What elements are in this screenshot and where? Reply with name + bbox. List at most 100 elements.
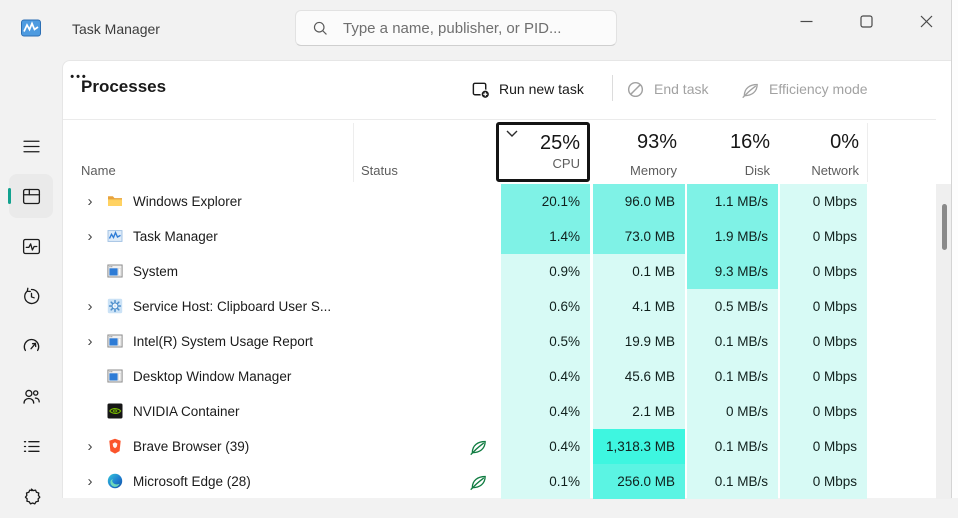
- services-icon: [24, 487, 40, 505]
- process-icon: [107, 438, 123, 454]
- memory-cell: 96.0 MB: [593, 184, 685, 219]
- sidebar-item-users[interactable]: [9, 374, 53, 418]
- sidebar-item-startup-apps[interactable]: [9, 324, 53, 368]
- scrollbar-thumb[interactable]: [942, 204, 947, 250]
- column-header-cpu[interactable]: 25% CPU: [496, 122, 590, 182]
- table-top-border: [63, 119, 936, 120]
- maximize-button[interactable]: [843, 4, 889, 38]
- table-row[interactable]: › Microsoft Edge (28) 0.1% 256.0 MB 0.1 …: [63, 464, 936, 499]
- process-name: NVIDIA Container: [133, 404, 240, 419]
- memory-cell: 1,318.3 MB: [593, 429, 685, 464]
- scrollbar-track[interactable]: [936, 184, 952, 499]
- sidebar: [0, 60, 62, 505]
- end-task-icon: [627, 81, 644, 97]
- cpu-total-value: 25%: [539, 132, 580, 154]
- run-new-task-button[interactable]: Run new task: [471, 75, 584, 103]
- disk-cell: 0.1 MB/s: [687, 429, 778, 464]
- expand-chevron-icon[interactable]: ›: [87, 333, 93, 350]
- disk-cell: 0.1 MB/s: [687, 324, 778, 359]
- network-cell: 0 Mbps: [780, 429, 867, 464]
- expand-chevron-icon[interactable]: ›: [87, 438, 93, 455]
- users-icon: [22, 389, 40, 404]
- titlebar: Task Manager: [0, 0, 958, 60]
- search-icon: [313, 21, 327, 35]
- toolbar-divider: [612, 75, 613, 101]
- table-row[interactable]: › Windows Explorer 20.1% 96.0 MB 1.1 MB/…: [63, 184, 936, 219]
- sort-ascending-chevron-icon: [506, 130, 518, 137]
- process-name: Intel(R) System Usage Report: [133, 334, 314, 349]
- table-row[interactable]: › NVIDIA Container 0.4% 2.1 MB 0 MB/s 0 …: [63, 394, 936, 429]
- table-row[interactable]: › Brave Browser (39) 0.4% 1,318.3 MB 0.1…: [63, 429, 936, 464]
- sidebar-hamburger-menu[interactable]: [9, 124, 53, 168]
- column-header-name[interactable]: Name: [81, 163, 116, 178]
- disk-cell: 0 MB/s: [687, 394, 778, 429]
- cpu-cell: 0.4%: [501, 394, 590, 429]
- disk-cell: 0.1 MB/s: [687, 464, 778, 499]
- efficiency-mode-icon: [742, 83, 758, 98]
- search-input[interactable]: [341, 18, 608, 38]
- column-header-memory[interactable]: 93% Memory: [593, 129, 685, 181]
- run-new-task-icon: [472, 82, 490, 99]
- process-icon: [107, 193, 123, 209]
- network-cell: 0 Mbps: [780, 289, 867, 324]
- expand-chevron-icon[interactable]: ›: [87, 473, 93, 490]
- column-header-disk[interactable]: 16% Disk: [687, 129, 778, 181]
- disk-cell: 1.1 MB/s: [687, 184, 778, 219]
- cpu-label: CPU: [552, 156, 580, 171]
- process-icon: [107, 263, 123, 279]
- column-header-status[interactable]: Status: [361, 163, 398, 178]
- end-task-label: End task: [654, 81, 709, 97]
- cpu-cell: 0.4%: [501, 359, 590, 394]
- expand-chevron-icon[interactable]: ›: [87, 298, 93, 315]
- search-box[interactable]: [295, 10, 617, 46]
- startup-apps-icon: [23, 338, 39, 351]
- column-divider: [867, 123, 868, 182]
- table-row[interactable]: › Task Manager 1.4% 73.0 MB 1.9 MB/s 0 M…: [63, 219, 936, 254]
- column-header-network[interactable]: 0% Network: [780, 129, 867, 181]
- window-border: [951, 0, 952, 498]
- process-name: Task Manager: [133, 229, 218, 244]
- performance-icon: [22, 238, 40, 254]
- disk-cell: 1.9 MB/s: [687, 219, 778, 254]
- sidebar-item-app-history[interactable]: [9, 274, 53, 318]
- efficiency-leaf-icon: [469, 472, 488, 491]
- minimize-button[interactable]: [783, 4, 829, 38]
- process-icon: [107, 228, 123, 244]
- close-button[interactable]: [903, 4, 949, 38]
- expand-chevron-icon[interactable]: ›: [87, 228, 93, 245]
- cpu-cell: 1.4%: [501, 219, 590, 254]
- memory-cell: 0.1 MB: [593, 254, 685, 289]
- network-cell: 0 Mbps: [780, 394, 867, 429]
- table-row[interactable]: › Intel(R) System Usage Report 0.5% 19.9…: [63, 324, 936, 359]
- window-edge: [952, 0, 958, 498]
- process-name: Microsoft Edge (28): [133, 474, 251, 489]
- end-task-button: End task: [626, 75, 708, 103]
- sidebar-item-processes[interactable]: [8, 174, 53, 218]
- process-icon: [107, 368, 123, 384]
- efficiency-mode-button: Efficiency mode: [741, 75, 868, 103]
- network-cell: 0 Mbps: [780, 359, 867, 394]
- sidebar-item-performance[interactable]: [9, 224, 53, 268]
- cpu-cell: 20.1%: [501, 184, 590, 219]
- process-icon: [107, 473, 123, 489]
- selected-indicator: [8, 188, 11, 204]
- more-options-button[interactable]: •••: [70, 71, 88, 83]
- details-icon: [23, 440, 40, 452]
- cpu-cell: 0.9%: [501, 254, 590, 289]
- run-new-task-label: Run new task: [499, 81, 584, 97]
- process-name: Brave Browser (39): [133, 439, 250, 454]
- network-cell: 0 Mbps: [780, 184, 867, 219]
- process-name: Desktop Window Manager: [133, 369, 292, 384]
- sidebar-item-services[interactable]: [9, 474, 53, 518]
- expand-chevron-icon[interactable]: ›: [87, 193, 93, 210]
- process-table-body: › Windows Explorer 20.1% 96.0 MB 1.1 MB/…: [63, 184, 936, 499]
- table-row[interactable]: › System 0.9% 0.1 MB 9.3 MB/s 0 Mbps: [63, 254, 936, 289]
- memory-total-value: 93%: [636, 131, 677, 153]
- cpu-cell: 0.4%: [501, 429, 590, 464]
- table-row[interactable]: › Service Host: Clipboard User S... 0.6%…: [63, 289, 936, 324]
- process-icon: [107, 333, 123, 349]
- task-manager-logo-icon: [21, 18, 41, 38]
- memory-cell: 256.0 MB: [593, 464, 685, 499]
- sidebar-item-details[interactable]: [9, 424, 53, 468]
- table-row[interactable]: › Desktop Window Manager 0.4% 45.6 MB 0.…: [63, 359, 936, 394]
